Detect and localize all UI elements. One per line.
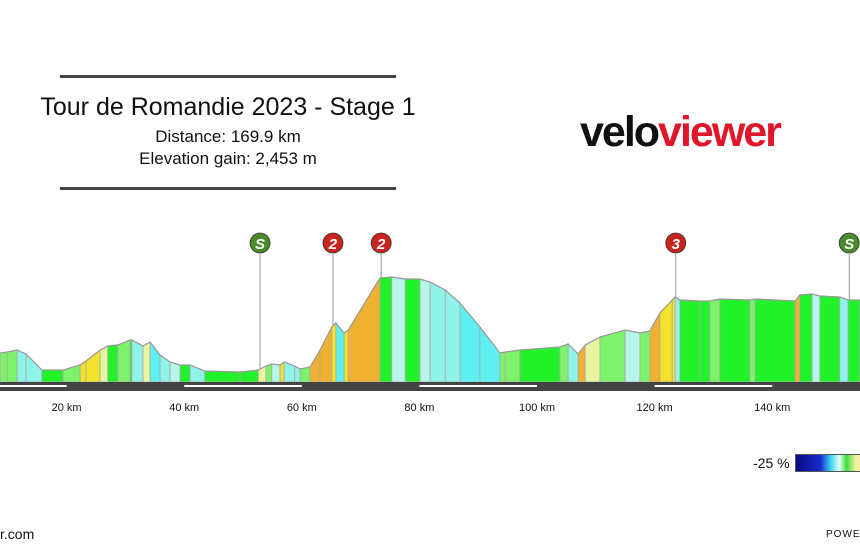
x-tick-label: 20 km bbox=[52, 402, 82, 414]
profile-segment bbox=[479, 325, 501, 383]
x-tick-label: 60 km bbox=[287, 402, 317, 414]
profile-segment bbox=[309, 348, 321, 383]
profile-segment bbox=[847, 299, 860, 383]
profile-segment bbox=[41, 369, 64, 383]
distance-stripe bbox=[0, 385, 67, 387]
profile-segment bbox=[649, 311, 661, 383]
profile-segment bbox=[679, 299, 701, 383]
distance-stripe bbox=[184, 385, 302, 387]
profile-segment bbox=[0, 351, 8, 383]
profile-segment bbox=[699, 300, 711, 383]
profile-segment bbox=[499, 351, 506, 383]
footer-site: r.com bbox=[0, 526, 35, 542]
profile-segment bbox=[719, 298, 751, 383]
profile-segment bbox=[444, 289, 461, 383]
profile-segment bbox=[142, 341, 151, 383]
kom-marker[interactable]: 3 bbox=[665, 232, 687, 254]
elevation-profile-chart: 20 km 40 km 60 km 80 km 100 km 120 km 140 km S 2… bbox=[0, 232, 860, 414]
profile-segment bbox=[419, 278, 431, 383]
elevation-gain-text: Elevation gain: 2,453 m bbox=[139, 149, 317, 168]
profile-segment bbox=[179, 364, 191, 383]
x-tick-label: 80 km bbox=[404, 402, 434, 414]
profile-segment bbox=[379, 276, 393, 383]
x-tick-label: 120 km bbox=[637, 402, 673, 414]
page-title: Tour de Romandie 2023 - Stage 1 bbox=[40, 93, 416, 121]
marker-label: S bbox=[844, 236, 854, 253]
profile-segment bbox=[639, 330, 651, 383]
kom-marker[interactable]: 2 bbox=[370, 232, 392, 254]
marker-label: 2 bbox=[328, 236, 338, 253]
profile-segment bbox=[599, 329, 626, 383]
profile-segment bbox=[749, 298, 756, 383]
profile-segment bbox=[559, 343, 569, 383]
profile-segment bbox=[794, 293, 801, 383]
marker-label: 2 bbox=[376, 236, 386, 253]
profile-segment bbox=[204, 370, 241, 383]
title-rule-bottom bbox=[60, 187, 396, 190]
profile-segment bbox=[271, 363, 281, 383]
profile-segment bbox=[117, 339, 131, 383]
x-tick-label: 140 km bbox=[754, 402, 790, 414]
profile-segment bbox=[754, 298, 796, 383]
profile-segment bbox=[674, 296, 681, 383]
profile-segment bbox=[99, 345, 109, 383]
profile-segment bbox=[577, 343, 586, 383]
profile-segment bbox=[819, 295, 841, 383]
profile-segment bbox=[659, 298, 673, 383]
profile-segment bbox=[799, 293, 813, 383]
marker-label: 3 bbox=[672, 236, 681, 253]
profile-segment bbox=[811, 293, 821, 383]
profile-segment bbox=[709, 298, 721, 383]
title-rule-top bbox=[60, 75, 396, 78]
profile-segment bbox=[6, 349, 18, 383]
profile-segment bbox=[16, 349, 27, 383]
profile-segment bbox=[331, 322, 337, 383]
profile-segment bbox=[343, 329, 349, 383]
profile-outline bbox=[0, 276, 860, 373]
profile-segment bbox=[519, 346, 561, 383]
footer-powered: POWER bbox=[826, 529, 860, 540]
distance-stripe bbox=[654, 385, 773, 387]
profile-segment bbox=[391, 276, 406, 383]
profile-segment bbox=[839, 296, 849, 383]
sprint-marker[interactable]: S bbox=[838, 232, 860, 254]
profile-segment bbox=[107, 344, 119, 383]
marker-label: S bbox=[255, 236, 265, 253]
distance-text: Distance: 169.9 km bbox=[155, 127, 301, 146]
profile-segment bbox=[404, 278, 421, 383]
x-tick-label: 100 km bbox=[519, 402, 555, 414]
profile-segment bbox=[671, 296, 676, 383]
profile-segment bbox=[347, 276, 381, 383]
kom-marker[interactable]: 2 bbox=[322, 232, 344, 254]
veloviewer-logo: veloviewer bbox=[580, 108, 782, 156]
profile-segment bbox=[504, 349, 521, 383]
profile-segment bbox=[265, 363, 273, 383]
profile-segment bbox=[429, 281, 446, 383]
sprint-marker[interactable]: S bbox=[249, 232, 271, 254]
gradient-legend-label: -25 % bbox=[753, 455, 790, 471]
profile-segment bbox=[319, 326, 333, 383]
profile-segment bbox=[131, 339, 144, 383]
gradient-legend-bar bbox=[795, 454, 860, 472]
profile-segment bbox=[624, 329, 641, 383]
distance-stripe bbox=[419, 385, 537, 387]
x-tick-label: 40 km bbox=[169, 402, 199, 414]
